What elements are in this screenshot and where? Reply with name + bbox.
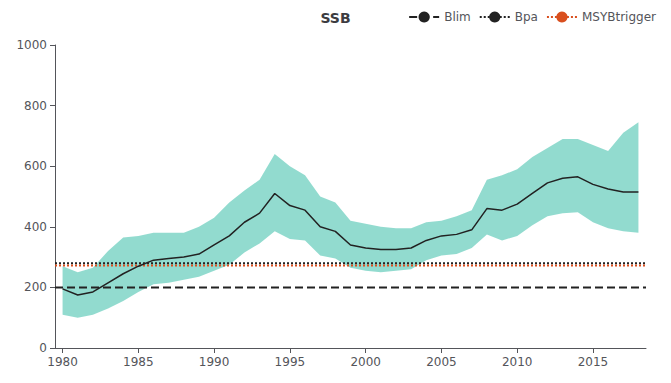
svg-text:200: 200 [24,280,47,294]
svg-text:2015: 2015 [578,355,609,369]
svg-text:0: 0 [39,341,47,355]
svg-text:2010: 2010 [502,355,533,369]
svg-text:SSB: SSB [320,10,350,26]
svg-text:2000: 2000 [350,355,381,369]
svg-text:MSYBtrigger: MSYBtrigger [582,10,656,24]
svg-text:1990: 1990 [199,355,230,369]
svg-text:Blim: Blim [444,10,471,24]
svg-text:Bpa: Bpa [515,10,538,24]
svg-text:1000: 1000 [16,38,47,52]
svg-text:1980: 1980 [47,355,78,369]
svg-text:1985: 1985 [123,355,154,369]
svg-text:400: 400 [24,220,47,234]
svg-text:1995: 1995 [275,355,306,369]
svg-text:2005: 2005 [426,355,457,369]
svg-text:600: 600 [24,159,47,173]
svg-text:800: 800 [24,99,47,113]
